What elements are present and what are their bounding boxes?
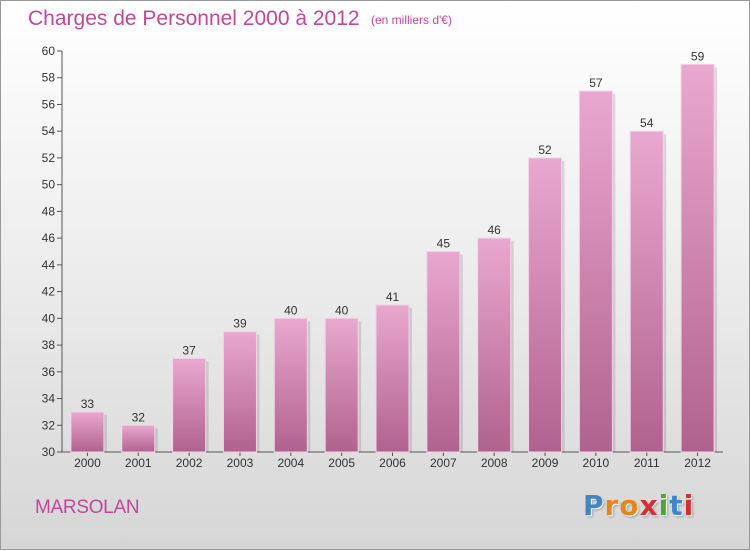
bar — [324, 317, 359, 453]
y-tick-label: 46 — [42, 231, 56, 245]
y-tick-label: 30 — [42, 445, 56, 459]
y-tick-label: 58 — [42, 71, 56, 85]
data-label: 54 — [640, 116, 654, 130]
y-tick-label: 38 — [42, 338, 56, 352]
data-label: 37 — [182, 343, 196, 357]
x-tick-label: 2002 — [176, 456, 203, 470]
bar — [172, 357, 207, 453]
data-label: 39 — [233, 317, 247, 331]
y-tick-label: 32 — [42, 418, 56, 432]
x-tick-label: 2001 — [125, 456, 152, 470]
bar — [121, 424, 156, 453]
y-tick-label: 56 — [42, 97, 56, 111]
data-label: 33 — [81, 397, 95, 411]
logo-letter: r — [604, 489, 620, 522]
proxiti-logo: Proxiti — [583, 489, 694, 522]
x-tick-label: 2004 — [277, 456, 304, 470]
y-tick-label: 54 — [42, 124, 56, 138]
y-tick-label: 36 — [42, 365, 56, 379]
bar — [477, 237, 512, 453]
y-tick-label: 44 — [42, 258, 56, 272]
bar — [426, 251, 461, 453]
chart-subtitle: (en milliers d'€) — [371, 13, 452, 27]
commune-name: MARSOLAN — [35, 497, 140, 518]
data-labels: 33 32 37 39 40 40 41 45 46 52 57 54 59 — [81, 49, 705, 424]
data-label: 59 — [691, 49, 705, 63]
y-tick-label: 60 — [42, 44, 56, 58]
x-tick-label: 2006 — [379, 456, 406, 470]
logo-letter: i — [683, 489, 695, 522]
bar — [222, 331, 257, 453]
data-label: 46 — [488, 223, 502, 237]
data-label: 52 — [538, 143, 552, 157]
logo-letter: P — [583, 489, 605, 522]
x-tick-label: 2005 — [328, 456, 355, 470]
data-label: 57 — [589, 76, 603, 90]
x-tick-label: 2008 — [481, 456, 508, 470]
x-tick-label: 2009 — [532, 456, 559, 470]
x-tick-label: 2003 — [227, 456, 254, 470]
x-tick-label: 2010 — [583, 456, 610, 470]
y-tick-label: 34 — [42, 392, 56, 406]
logo-letter: t — [669, 489, 684, 522]
chart-title: Charges de Personnel 2000 à 2012 — [28, 7, 360, 30]
y-tick-label: 50 — [42, 178, 56, 192]
data-label: 32 — [132, 410, 146, 424]
y-tick-label: 40 — [42, 311, 56, 325]
x-tick-label: 2011 — [634, 456, 660, 470]
x-tick-label: 2000 — [74, 456, 101, 470]
x-tick-label: 2012 — [684, 456, 711, 470]
bar — [629, 130, 664, 453]
bar — [680, 63, 715, 453]
y-tick-label: 48 — [42, 204, 56, 218]
logo-letter: x — [639, 489, 659, 522]
logo-letter: o — [619, 489, 640, 522]
x-tick-label: 2007 — [430, 456, 457, 470]
data-label: 40 — [335, 303, 349, 317]
y-tick-label: 42 — [42, 285, 56, 299]
bar — [528, 157, 563, 453]
bar — [375, 304, 410, 453]
bar — [578, 90, 613, 453]
bars — [70, 63, 718, 453]
bar — [273, 317, 308, 453]
data-label: 41 — [386, 290, 400, 304]
data-label: 40 — [284, 303, 298, 317]
y-tick-label: 52 — [42, 151, 56, 165]
bar — [70, 411, 105, 453]
data-label: 45 — [437, 237, 451, 251]
logo-letter: i — [658, 489, 670, 522]
